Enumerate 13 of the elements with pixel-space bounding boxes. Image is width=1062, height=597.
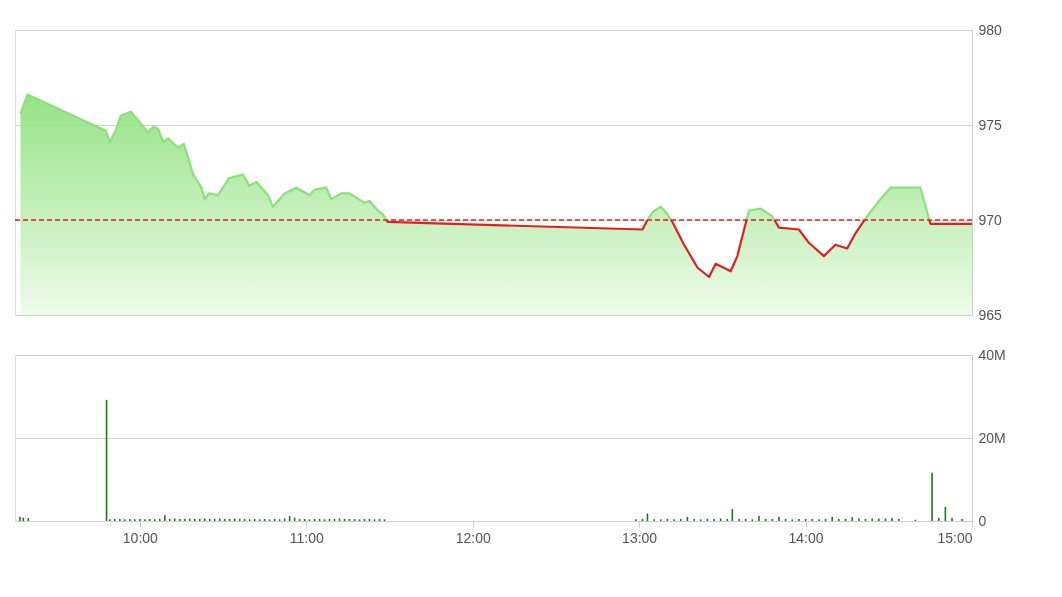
x-tick-label: 12:00 <box>455 529 491 546</box>
y-tick-label: 965 <box>978 306 1003 323</box>
x-tick-label: 15:00 <box>937 529 973 546</box>
y-tick-label: 975 <box>978 116 1003 133</box>
y-tick-label: 980 <box>978 21 1003 38</box>
y-tick-label: 0 <box>978 512 987 529</box>
x-tick-label: 13:00 <box>622 529 658 546</box>
y-tick-label: 40M <box>978 346 1006 363</box>
x-tick-label: 14:00 <box>788 529 824 546</box>
x-tick-label: 10:00 <box>122 529 159 546</box>
x-tick-label: 11:00 <box>289 529 324 546</box>
y-tick-label: 970 <box>978 211 1003 228</box>
y-tick-label: 20M <box>978 429 1006 446</box>
